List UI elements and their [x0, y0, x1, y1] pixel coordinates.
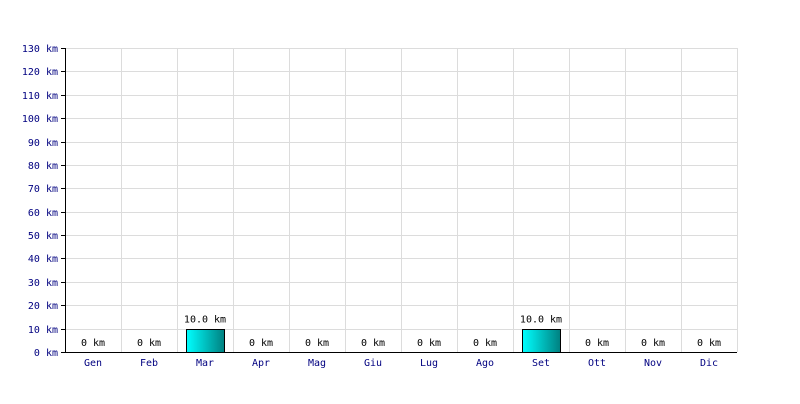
axes — [61, 48, 737, 353]
x-tick-label-gen: Gen — [84, 358, 102, 369]
y-tick-label: 90 km — [28, 138, 58, 149]
data-label-feb: 0 km — [137, 338, 161, 349]
y-tick-label: 0 km — [34, 348, 58, 359]
data-label-mar: 10.0 km — [184, 315, 226, 326]
data-label-gen: 0 km — [81, 338, 105, 349]
bar-set — [522, 329, 561, 353]
y-tick-label: 40 km — [28, 254, 58, 265]
grid — [65, 48, 738, 352]
data-label-giu: 0 km — [361, 338, 385, 349]
x-tick-label-apr: Apr — [252, 358, 270, 369]
y-tick-label: 110 km — [22, 91, 58, 102]
data-label-ago: 0 km — [473, 338, 497, 349]
y-tick-label: 100 km — [22, 114, 58, 125]
y-tick-label: 70 km — [28, 184, 58, 195]
y-tick-label: 50 km — [28, 231, 58, 242]
x-tick-label-mag: Mag — [308, 358, 326, 369]
data-label-nov: 0 km — [641, 338, 665, 349]
x-tick-label-ott: Ott — [588, 358, 606, 369]
y-tick-label: 30 km — [28, 278, 58, 289]
data-label-dic: 0 km — [697, 338, 721, 349]
x-tick-label-nov: Nov — [644, 358, 662, 369]
x-tick-label-ago: Ago — [476, 358, 494, 369]
y-tick-label: 120 km — [22, 67, 58, 78]
data-label-set: 10.0 km — [520, 315, 562, 326]
x-tick-label-mar: Mar — [196, 358, 214, 369]
x-tick-label-feb: Feb — [140, 358, 158, 369]
x-tick-label-set: Set — [532, 358, 550, 369]
y-tick-label: 60 km — [28, 208, 58, 219]
bar-mar — [186, 329, 225, 353]
data-label-ott: 0 km — [585, 338, 609, 349]
data-label-apr: 0 km — [249, 338, 273, 349]
y-tick-label: 80 km — [28, 161, 58, 172]
y-tick-label: 10 km — [28, 325, 58, 336]
x-tick-label-giu: Giu — [364, 358, 382, 369]
x-tick-label-dic: Dic — [700, 358, 718, 369]
data-label-mag: 0 km — [305, 338, 329, 349]
labels: 0 km 10 km 20 km 30 km 40 km 50 km 60 km 70 km 8… — [22, 44, 721, 369]
bars — [186, 329, 561, 353]
y-tick-label: 20 km — [28, 301, 58, 312]
y-tick-label: 130 km — [22, 44, 58, 55]
x-tick-label-lug: Lug — [420, 358, 438, 369]
data-label-lug: 0 km — [417, 338, 441, 349]
